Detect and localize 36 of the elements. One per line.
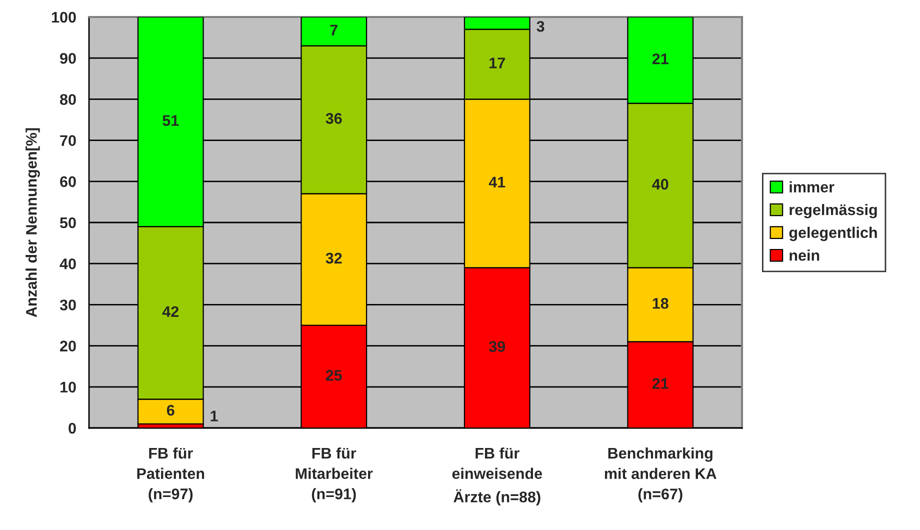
y-tick-label: 20: [60, 340, 76, 352]
data-label: 41: [488, 176, 506, 188]
data-label: 18: [652, 298, 668, 309]
y-tick-label: 10: [60, 382, 76, 393]
data-label: 7: [330, 24, 338, 36]
legend-label: nein: [790, 250, 820, 261]
data-label: 21: [652, 53, 668, 64]
y-tick-label: 50: [60, 217, 76, 228]
data-label: 42: [162, 306, 179, 317]
data-label: 17: [490, 58, 505, 68]
y-tick-label: 100: [52, 12, 76, 23]
data-label: 25: [326, 370, 342, 381]
y-tick-label: 0: [68, 422, 76, 434]
data-label: 3: [536, 20, 544, 32]
legend-label: regelmässig: [790, 204, 877, 218]
data-label: 21: [652, 378, 668, 389]
y-tick-label: 60: [60, 176, 76, 188]
data-label: 32: [326, 252, 342, 264]
y-tick-label: 30: [60, 300, 76, 310]
data-label: 36: [326, 113, 342, 124]
x-tick-label: FB für Mitarbeiter (n=91): [296, 447, 373, 502]
data-label: 39: [488, 341, 506, 352]
data-label: 6: [166, 404, 174, 416]
y-tick-label: 70: [60, 135, 76, 146]
legend-label: immer: [790, 181, 834, 192]
y-tick-label: 80: [60, 94, 76, 105]
x-tick-label: FB für einweisende Ärzte (n=88): [452, 447, 542, 506]
legend-label: gelegentlich: [789, 226, 877, 242]
data-label: 1: [210, 410, 218, 422]
x-tick-label: FB für Patienten (n=97): [137, 447, 204, 502]
x-tick-label: Benchmarking mit anderen KA (n=67): [604, 447, 716, 502]
data-label: 51: [162, 115, 179, 126]
y-tick-label: 40: [60, 258, 76, 270]
y-tick-label: 90: [60, 52, 76, 64]
data-label: 40: [652, 178, 668, 190]
y-axis-title: Anzahl der Nennungen[%]: [26, 128, 40, 318]
